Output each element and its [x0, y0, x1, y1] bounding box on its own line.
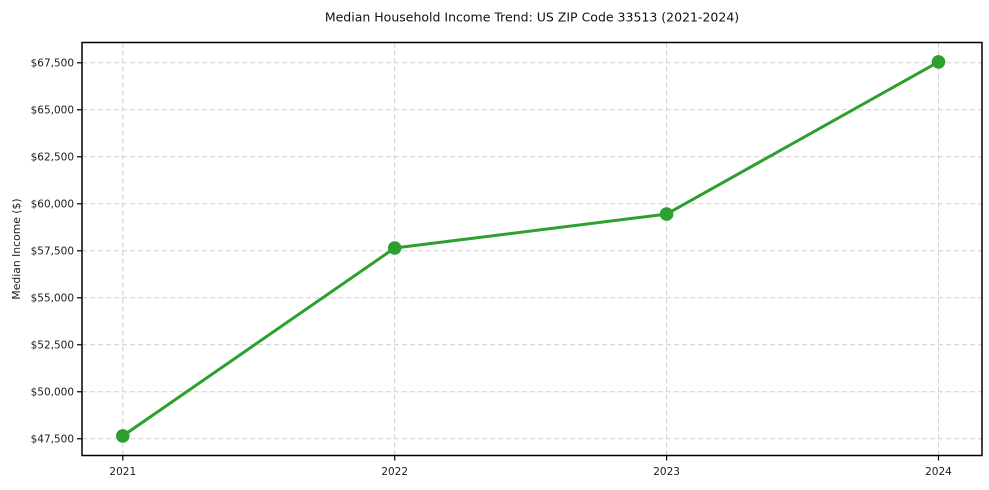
x-tick-label: 2022 — [381, 466, 408, 478]
trend-line — [121, 60, 940, 438]
data-point-2022 — [387, 241, 402, 255]
data-point-2021 — [116, 429, 130, 443]
gridlines — [82, 42, 982, 456]
y-tick-label: $60,000 — [31, 198, 74, 210]
data-point-2024 — [931, 55, 946, 69]
y-tick-label: $65,000 — [31, 104, 74, 116]
y-tick-label: $50,000 — [31, 386, 74, 398]
x-tick-label: 2021 — [109, 466, 136, 478]
y-tick-label: $67,500 — [31, 58, 74, 70]
y-tick-label: $62,500 — [31, 151, 74, 163]
x-tick-label: 2024 — [925, 466, 952, 478]
y-tick-label: $47,500 — [31, 433, 74, 445]
x-tick-label: 2023 — [653, 466, 680, 478]
y-tick-label: $55,000 — [31, 292, 74, 304]
plot-border — [81, 41, 983, 457]
data-series — [116, 55, 946, 443]
y-tick-label: $57,500 — [31, 245, 74, 257]
y-axis-label: Median Income ($) — [10, 198, 23, 299]
data-point-2023 — [659, 207, 674, 221]
y-tick-label: $52,500 — [31, 339, 74, 351]
chart-title: Median Household Income Trend: US ZIP Co… — [325, 10, 739, 25]
axis-ticks: $47,500 $50,000 $52,500 $55,000 $57,500 $60,0… — [31, 58, 953, 478]
